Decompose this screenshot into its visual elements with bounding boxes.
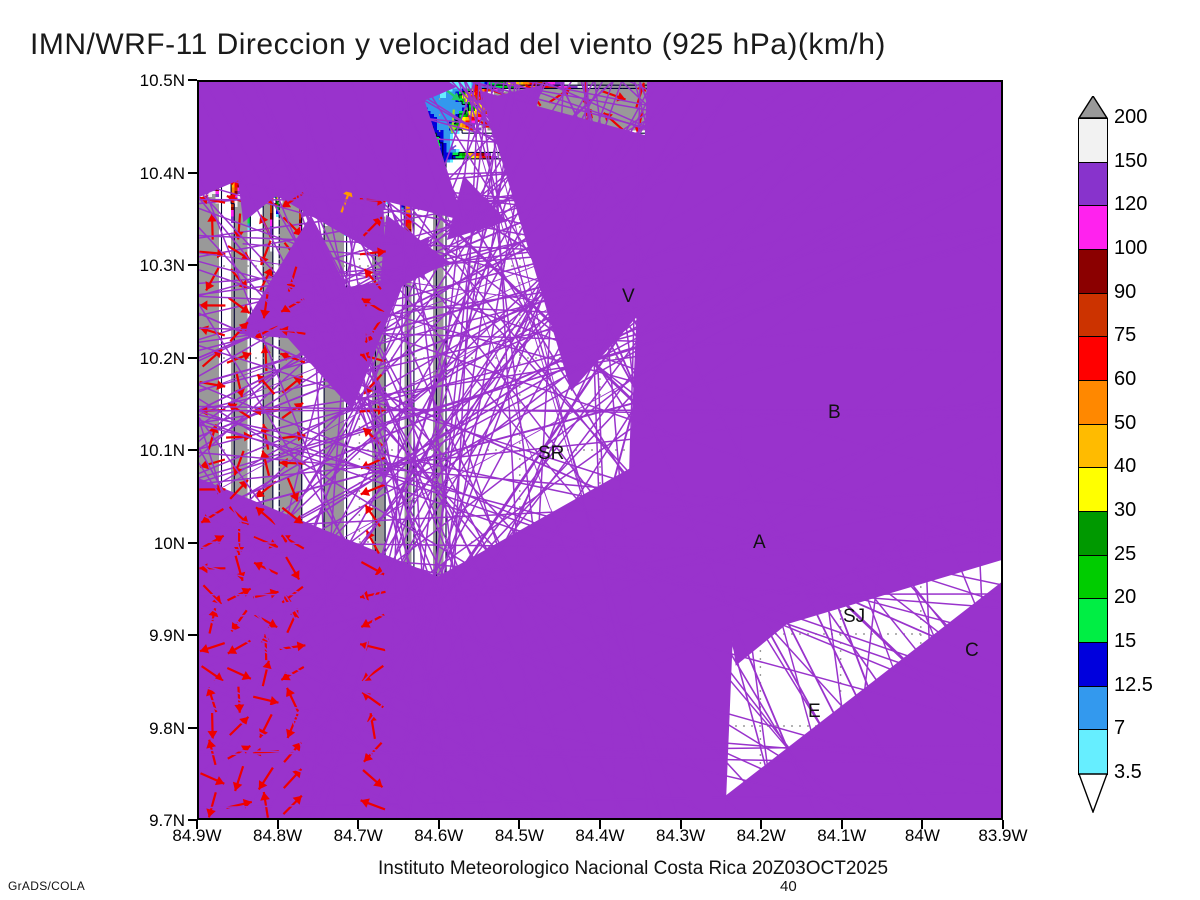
colorbar-cell[interactable] xyxy=(1079,293,1107,338)
colorbar-cell[interactable] xyxy=(1079,555,1107,600)
colorbar-label: 90 xyxy=(1114,280,1137,303)
y-axis-tick-mark xyxy=(188,356,197,359)
colorbar-cell[interactable] xyxy=(1079,381,1107,425)
x-axis-tick-mark xyxy=(357,820,360,829)
y-axis-tick: 10.5N xyxy=(139,71,185,90)
y-axis-tick-mark xyxy=(188,819,197,821)
page-title: IMN/WRF-11 Direccion y velocidad del vie… xyxy=(30,28,886,61)
colorbar-label: 120 xyxy=(1114,193,1148,216)
map-plot-area[interactable] xyxy=(197,80,1003,820)
y-axis-tick-mark xyxy=(188,171,197,174)
x-axis-tick: 84.6W xyxy=(414,826,464,845)
colorbar-cell[interactable] xyxy=(1079,250,1107,294)
colorbar-cell[interactable] xyxy=(1079,337,1107,381)
map-label-sj: SJ xyxy=(843,606,866,627)
y-axis-tick-mark xyxy=(188,449,197,451)
map-label-b: B xyxy=(828,402,841,423)
x-axis-tick-mark xyxy=(196,820,198,829)
y-axis-tick-mark xyxy=(188,726,197,729)
colorbar-over-arrow xyxy=(1077,94,1109,119)
x-axis-tick: 84.9W xyxy=(172,826,222,845)
map-label-v: V xyxy=(622,286,635,307)
x-axis-tick: 84.8W xyxy=(253,826,303,845)
colorbar-cell[interactable] xyxy=(1079,730,1107,774)
x-axis-tick: 84.3W xyxy=(656,826,706,845)
colorbar-cell[interactable] xyxy=(1079,468,1107,512)
wind-field-map xyxy=(199,82,1001,818)
colorbar-label: 60 xyxy=(1114,368,1137,390)
colorbar-label: 15 xyxy=(1114,630,1137,652)
footer-software: GrADS/COLA xyxy=(8,879,86,893)
colorbar-cell[interactable] xyxy=(1079,643,1107,687)
x-axis-tick: 84W xyxy=(904,826,940,845)
colorbar-label: 30 xyxy=(1114,499,1137,521)
colorbar-label: 200 xyxy=(1114,106,1148,128)
colorbar-under-arrow xyxy=(1077,773,1109,815)
x-axis-tick-mark xyxy=(437,820,440,829)
y-axis-tick-mark xyxy=(188,79,197,81)
y-axis-tick: 10.2N xyxy=(139,348,185,368)
x-axis-tick: 84.2W xyxy=(736,826,786,845)
colorbar-cell[interactable] xyxy=(1079,424,1107,469)
x-axis-tick: 84.4W xyxy=(575,826,625,845)
colorbar-label: 50 xyxy=(1114,411,1137,434)
y-axis-tick: 10.3N xyxy=(139,256,185,275)
map-label-c: C xyxy=(965,640,979,661)
y-axis-tick-mark xyxy=(188,634,197,636)
colorbar-label: 7 xyxy=(1114,717,1126,740)
colorbar-label: 3.5 xyxy=(1114,761,1142,783)
y-axis-tick: 9.7N xyxy=(149,811,185,830)
x-axis-tick-mark xyxy=(679,820,682,829)
x-axis-tick: 84.7W xyxy=(333,826,383,845)
colorbar-label: 25 xyxy=(1114,542,1137,565)
colorbar-label: 40 xyxy=(1114,455,1137,478)
y-axis-tick: 10N xyxy=(153,533,185,553)
colorbar-cell[interactable] xyxy=(1079,119,1107,163)
colorbar-label: 75 xyxy=(1114,324,1137,347)
colorbar-cell[interactable] xyxy=(1079,512,1107,556)
x-axis-tick-mark xyxy=(840,820,843,829)
x-axis-tick: 84.1W xyxy=(817,826,867,845)
colorbar[interactable] xyxy=(1078,118,1108,775)
y-axis-tick: 10.1N xyxy=(139,441,185,460)
x-axis-tick-mark xyxy=(599,820,601,829)
y-axis-tick-mark xyxy=(188,264,197,266)
y-axis-tick: 9.8N xyxy=(149,718,185,738)
y-axis-tick-mark xyxy=(188,541,197,544)
map-label-sr: SR xyxy=(538,443,565,464)
colorbar-cell[interactable] xyxy=(1079,206,1107,250)
x-axis-tick: 84.5W xyxy=(494,826,544,845)
colorbar-label: 150 xyxy=(1114,149,1148,172)
footer-page-number: 40 xyxy=(780,878,797,895)
y-axis-tick: 9.9N xyxy=(149,626,185,645)
colorbar-label: 12.5 xyxy=(1114,673,1153,696)
colorbar-cell[interactable] xyxy=(1079,162,1107,207)
map-label-e: E xyxy=(808,701,821,722)
x-axis-tick-mark xyxy=(276,820,279,829)
wind-vectors xyxy=(199,82,1001,818)
colorbar-cell[interactable] xyxy=(1079,686,1107,731)
colorbar-label: 100 xyxy=(1114,237,1148,259)
colorbar-cell[interactable] xyxy=(1079,599,1107,643)
x-axis-tick-mark xyxy=(1002,820,1004,829)
x-axis-tick: 83.9W xyxy=(978,826,1028,845)
y-axis-tick: 10.4N xyxy=(139,163,185,183)
x-axis-tick-mark xyxy=(921,820,924,829)
colorbar-label: 20 xyxy=(1114,586,1137,609)
x-axis-tick-mark xyxy=(760,820,763,829)
x-axis-tick-mark xyxy=(518,820,521,829)
footer-institution: Instituto Meteorologico Nacional Costa R… xyxy=(378,858,889,879)
map-label-a: A xyxy=(753,532,766,553)
